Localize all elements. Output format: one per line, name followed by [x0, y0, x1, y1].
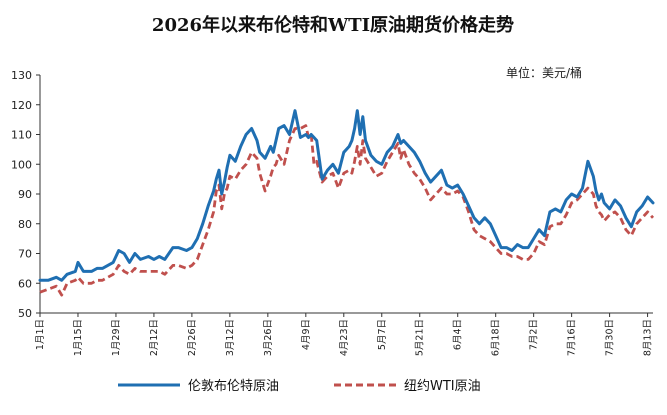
y-tick-label: 130 — [11, 69, 32, 82]
x-tick-label: 4月9日 — [301, 319, 312, 350]
x-tick-label: 1月15日 — [73, 319, 84, 356]
x-axis-ticks: 1月1日 1月15日 1月29日 2月12日 2月26日 3月12日 3月26日 4月9日 4月… — [35, 313, 654, 356]
legend-label: 伦敦布伦特原油 — [188, 378, 279, 394]
x-tick-label: 8月13日 — [643, 319, 654, 356]
series-line-brent — [38, 109, 655, 282]
x-tick-label: 2月12日 — [149, 319, 160, 356]
series-layer — [38, 109, 655, 297]
chart-title: 2026年以来布伦特和WTI原油期货价格走势 — [152, 14, 514, 36]
x-tick-label: 7月16日 — [567, 319, 578, 356]
y-tick-label: 90 — [18, 188, 32, 201]
x-tick-label: 2月26日 — [187, 319, 198, 356]
x-tick-label: 3月26日 — [263, 319, 274, 356]
y-tick-label: 110 — [11, 129, 32, 142]
y-tick-label: 60 — [18, 277, 32, 290]
y-tick-label: 70 — [18, 248, 32, 261]
legend-label: 纽约WTI原油 — [404, 379, 481, 394]
y-tick-label: 50 — [18, 307, 32, 320]
x-tick-label: 7月2日 — [529, 319, 540, 350]
y-axis-ticks: 50 60 70 80 90 100 110 120 130 — [11, 69, 40, 320]
x-tick-label: 5月7日 — [377, 319, 388, 350]
x-tick-label: 1月29日 — [111, 319, 122, 356]
x-tick-label: 3月12日 — [225, 319, 236, 356]
series-line-wti — [39, 124, 655, 297]
legend: 伦敦布伦特原油 纽约WTI原油 — [118, 378, 481, 394]
x-tick-label: 1月1日 — [35, 319, 46, 350]
x-tick-label: 6月18日 — [491, 319, 502, 356]
y-tick-label: 80 — [18, 218, 32, 231]
y-tick-label: 120 — [11, 99, 32, 112]
x-tick-label: 5月21日 — [415, 319, 426, 356]
x-tick-label: 6月4日 — [453, 319, 464, 350]
x-tick-label: 7月30日 — [605, 319, 616, 356]
x-tick-label: 4月23日 — [339, 319, 350, 356]
y-tick-label: 100 — [11, 158, 32, 171]
axes — [39, 75, 653, 314]
unit-label: 单位：美元/桶 — [506, 65, 582, 80]
